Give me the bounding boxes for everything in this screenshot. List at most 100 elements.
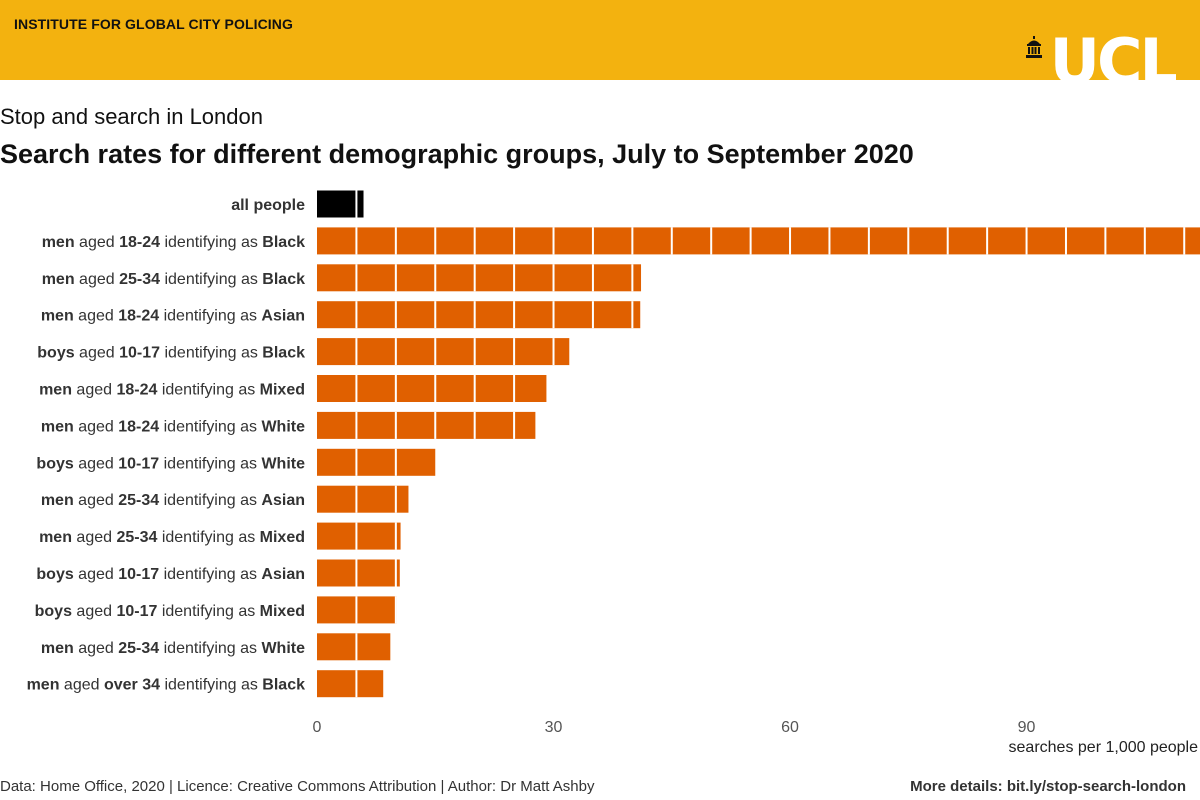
category-label: boys aged 10-17 identifying as Mixed (35, 603, 305, 620)
category-label-part: identifying as (157, 529, 259, 546)
category-label-part: aged (74, 418, 118, 435)
category-label-part: 10-17 (118, 455, 159, 472)
category-label: boys aged 10-17 identifying as White (36, 455, 305, 472)
category-label-part: Asian (261, 308, 305, 325)
category-label-part: Black (262, 677, 305, 694)
category-label-part: White (261, 455, 305, 472)
category-label-part: Asian (261, 566, 305, 583)
category-label-part: boys (36, 566, 73, 583)
category-label-part: 25-34 (118, 640, 159, 657)
category-label-part: aged (74, 640, 118, 657)
footer-credit: Data: Home Office, 2020 | Licence: Creat… (0, 778, 595, 795)
category-label-part: identifying as (157, 603, 259, 620)
category-label-part: identifying as (159, 566, 261, 583)
category-label-part: Black (262, 345, 305, 362)
category-label-part: men (42, 271, 75, 288)
bar (317, 559, 400, 587)
category-label-part: Asian (261, 492, 305, 509)
category-label-part: aged (74, 455, 118, 472)
category-label-part: identifying as (159, 640, 261, 657)
category-label-part: boys (36, 455, 73, 472)
x-tick-label: 60 (781, 719, 799, 736)
category-label: men aged 18-24 identifying as Black (42, 234, 305, 251)
category-label-part: aged (74, 308, 118, 325)
category-label-part: aged (75, 271, 119, 288)
category-label: men aged 18-24 identifying as White (41, 418, 305, 435)
category-label-part: men (41, 308, 74, 325)
category-label-part: identifying as (159, 455, 261, 472)
category-label-part: all people (231, 197, 305, 214)
bar (317, 485, 409, 513)
institute-name: INSTITUTE FOR GLOBAL CITY POLICING (14, 16, 293, 32)
category-label: men aged 25-34 identifying as Asian (41, 492, 305, 509)
bar (317, 301, 641, 329)
category-label-part: 10-17 (118, 566, 159, 583)
category-label-part: 18-24 (118, 418, 159, 435)
category-label-part: Mixed (260, 382, 305, 399)
x-axis-title: searches per 1,000 people (1009, 739, 1199, 756)
bar (317, 633, 391, 661)
category-label-part: boys (35, 603, 72, 620)
bar (317, 227, 1200, 255)
category-label-part: identifying as (160, 677, 262, 694)
category-label-part: 25-34 (116, 529, 157, 546)
category-label: all people (231, 197, 305, 214)
footer-details-link[interactable]: More details: bit.ly/stop-search-london (910, 778, 1186, 795)
category-label-part: identifying as (160, 345, 262, 362)
category-label-part: aged (72, 382, 116, 399)
category-label-part: men (39, 529, 72, 546)
category-label: boys aged 10-17 identifying as Black (37, 345, 305, 362)
category-label-part: White (261, 640, 305, 657)
category-label-part: identifying as (159, 492, 261, 509)
category-label-part: White (261, 418, 305, 435)
category-label-part: men (41, 492, 74, 509)
category-label: men aged 25-34 identifying as White (41, 640, 305, 657)
category-label-part: Black (262, 234, 305, 251)
category-label-part: identifying as (160, 271, 262, 288)
category-label: boys aged 10-17 identifying as Asian (36, 566, 305, 583)
category-label-part: 10-17 (119, 345, 160, 362)
category-label-part: men (39, 382, 72, 399)
category-label-part: identifying as (157, 382, 259, 399)
category-label-part: 25-34 (119, 271, 160, 288)
ucl-logo: UCL (1025, 34, 1176, 80)
category-label-part: men (41, 418, 74, 435)
x-tick-label: 90 (1018, 719, 1036, 736)
category-label-part: men (27, 677, 60, 694)
category-label-part: aged (72, 529, 116, 546)
bar (317, 411, 536, 439)
category-label: men aged 18-24 identifying as Mixed (39, 382, 305, 399)
portico-icon (1025, 36, 1042, 58)
category-label-part: identifying as (159, 308, 261, 325)
bar (317, 338, 570, 366)
category-label-part: aged (75, 345, 119, 362)
category-label-part: 18-24 (119, 234, 160, 251)
category-label-part: Mixed (260, 529, 305, 546)
category-label-part: aged (74, 492, 118, 509)
category-label-part: 25-34 (118, 492, 159, 509)
category-label-part: aged (74, 566, 118, 583)
category-label-part: identifying as (159, 418, 261, 435)
bar (317, 448, 436, 476)
category-label-part: men (42, 234, 75, 251)
category-label-part: aged (59, 677, 103, 694)
x-tick-label: 30 (545, 719, 563, 736)
category-label: men aged 25-34 identifying as Mixed (39, 529, 305, 546)
category-label-part: identifying as (160, 234, 262, 251)
bar (317, 375, 547, 402)
header-banner: INSTITUTE FOR GLOBAL CITY POLICING UCL (0, 0, 1200, 80)
category-label-part: aged (75, 234, 119, 251)
bar (317, 264, 642, 292)
category-label: men aged 25-34 identifying as Black (42, 271, 305, 288)
x-tick-label: 0 (313, 719, 322, 736)
category-label-part: aged (72, 603, 116, 620)
category-label-part: men (41, 640, 74, 657)
chart-subtitle: Stop and search in London (0, 104, 263, 129)
ucl-wordmark: UCL (1049, 34, 1176, 80)
bar (317, 522, 401, 550)
category-label-part: 18-24 (116, 382, 157, 399)
category-label-part: 18-24 (118, 308, 159, 325)
chart-title: Search rates for different demographic g… (0, 139, 914, 169)
category-label-part: boys (37, 345, 74, 362)
